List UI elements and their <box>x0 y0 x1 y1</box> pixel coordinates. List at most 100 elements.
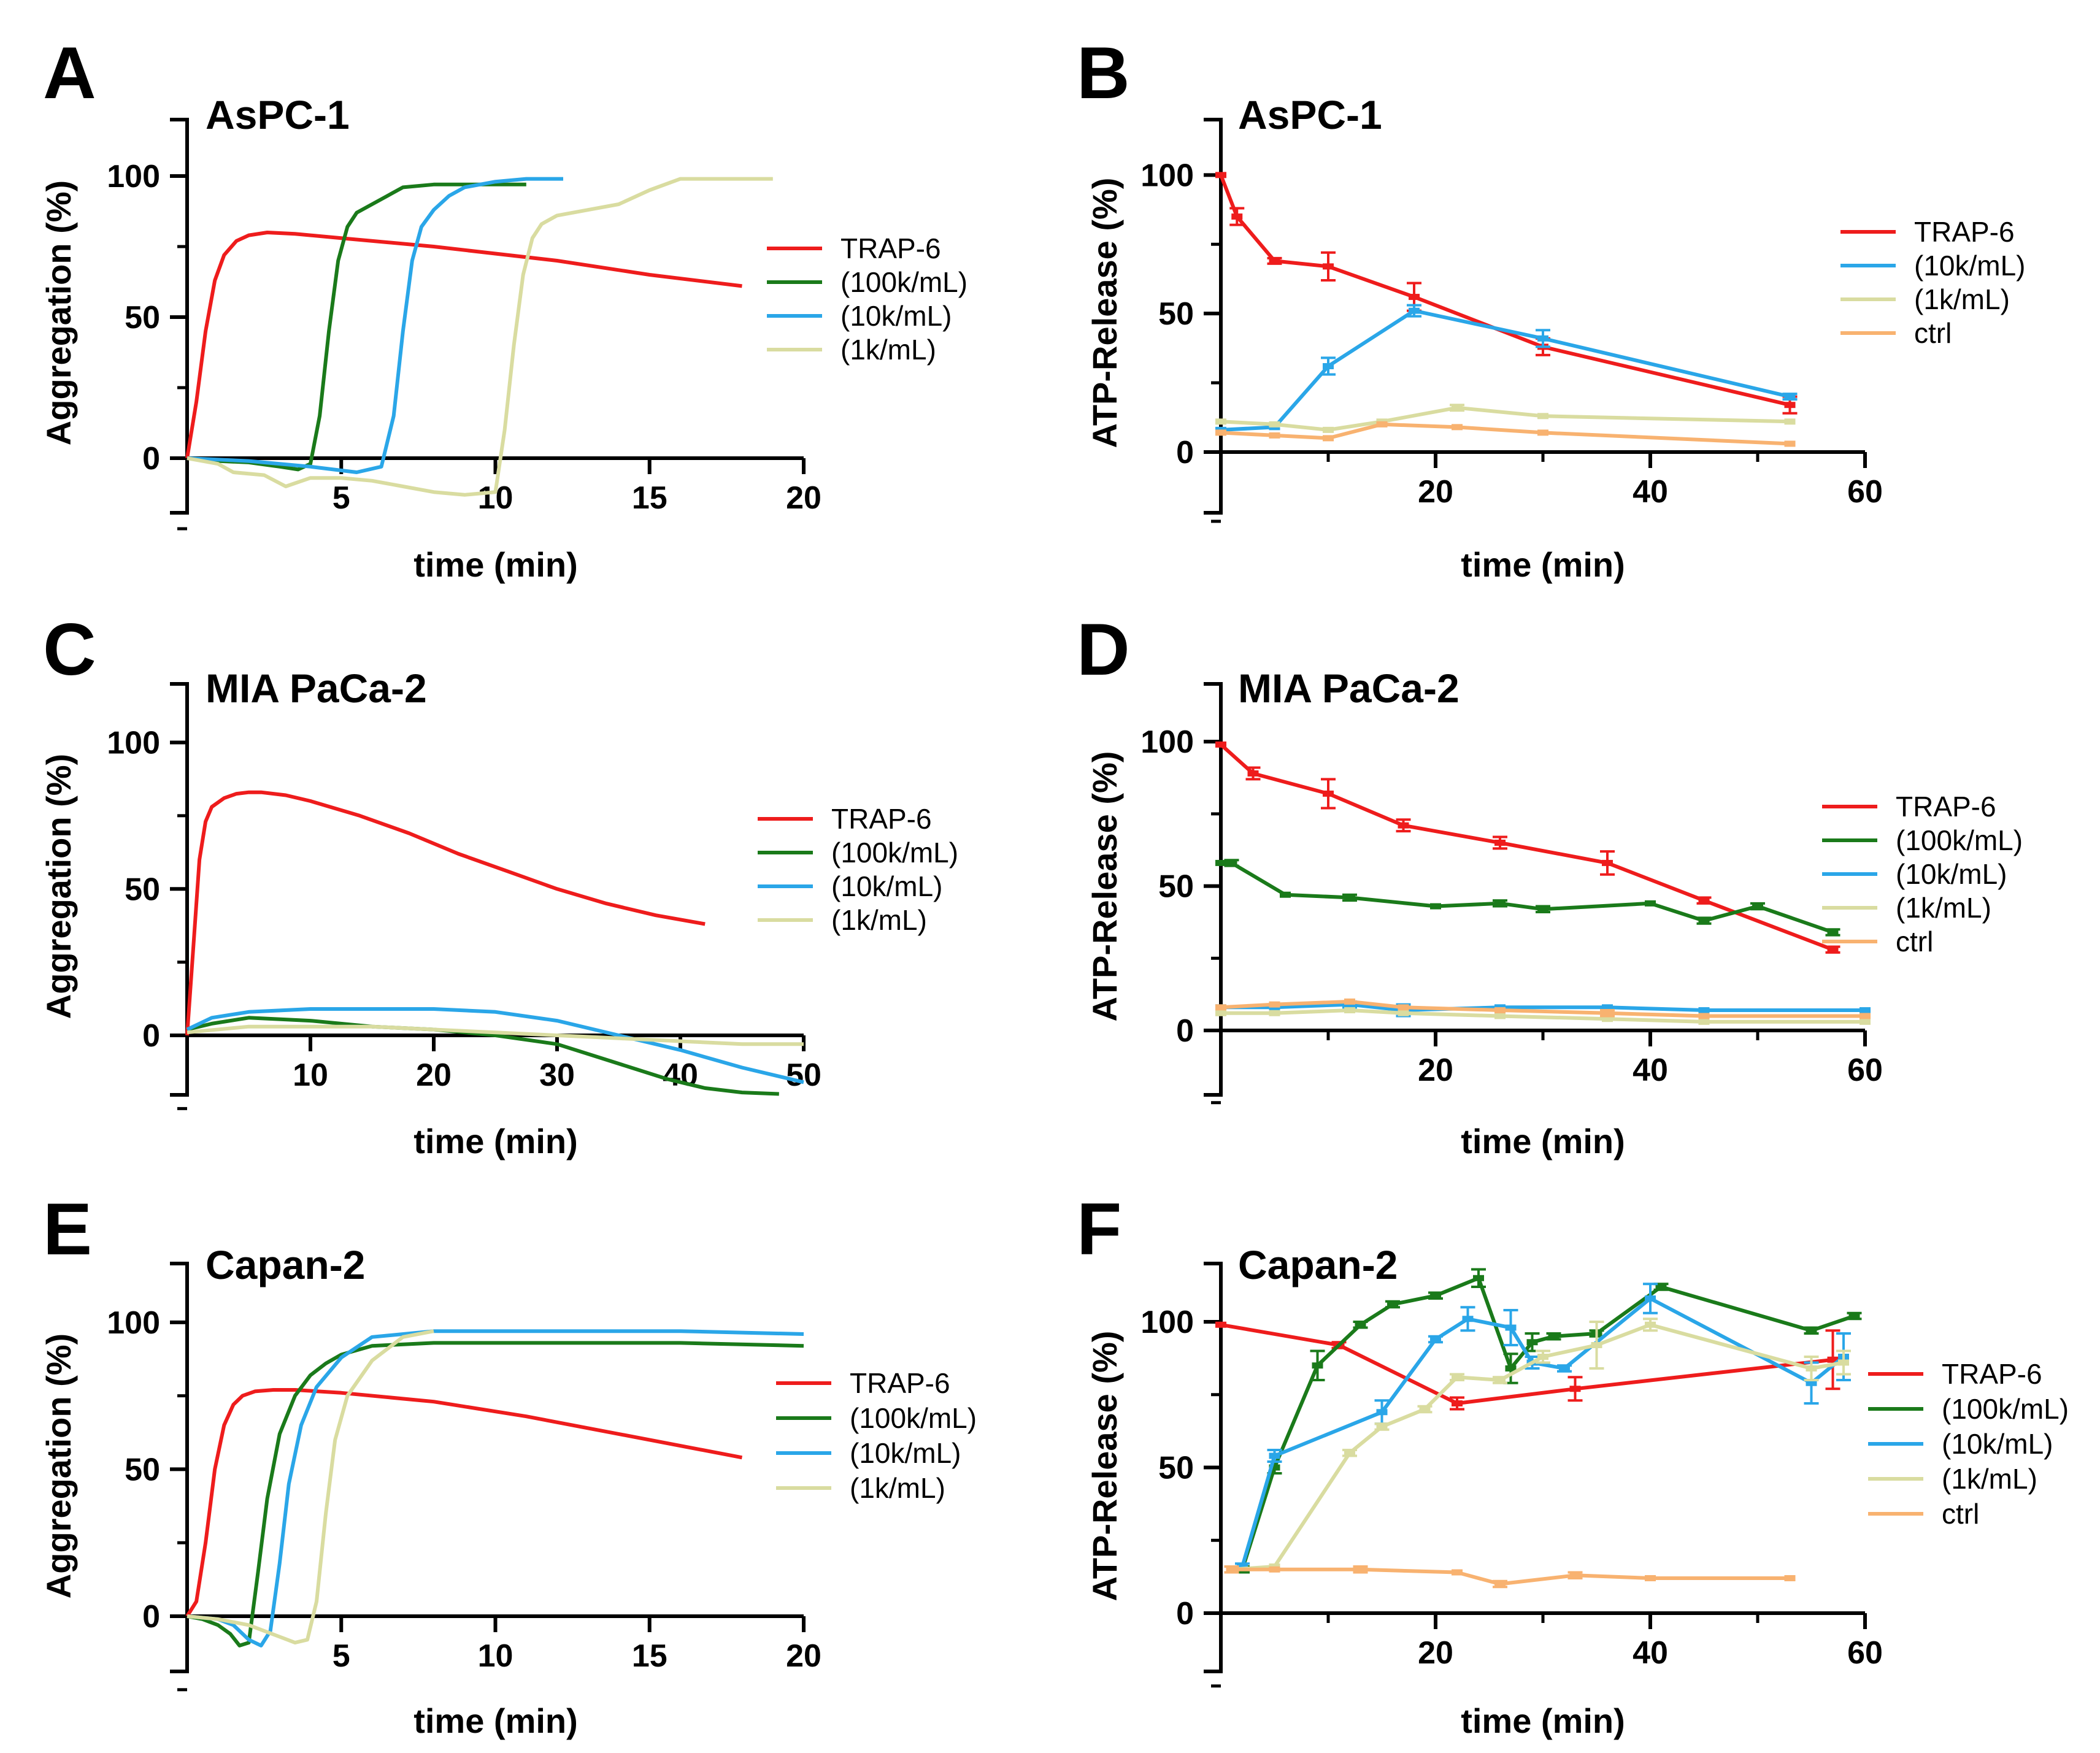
data-point <box>1452 424 1463 431</box>
data-point <box>1376 1409 1388 1416</box>
data-point <box>1430 903 1441 910</box>
data-point <box>1860 1007 1871 1014</box>
data-point <box>1848 1313 1860 1319</box>
data-point <box>1323 790 1334 797</box>
data-point <box>1355 1321 1366 1328</box>
data-point <box>1215 429 1226 436</box>
data-point <box>1569 1572 1581 1579</box>
legend-label-trap-6: TRAP-6 <box>840 232 941 264</box>
data-point <box>1784 440 1796 447</box>
data-point <box>1537 413 1548 420</box>
y-tick-label: 100 <box>1140 724 1194 760</box>
data-point <box>1312 1362 1323 1369</box>
data-point <box>1806 1365 1817 1371</box>
y-tick-label: 100 <box>1140 1305 1194 1340</box>
y-tick-label: 0 <box>142 441 160 477</box>
y-tick-label: 50 <box>125 872 160 907</box>
data-point <box>1537 335 1548 342</box>
y-tick-label: 100 <box>107 1305 160 1341</box>
data-point <box>1452 404 1463 411</box>
data-point <box>1505 1365 1517 1371</box>
series-line-100k-ml <box>1231 1276 1855 1571</box>
data-point <box>1806 1379 1817 1386</box>
data-point <box>1323 263 1334 270</box>
data-point <box>1784 418 1796 425</box>
data-point <box>1215 172 1226 178</box>
data-point <box>1344 894 1355 901</box>
data-point <box>1602 859 1613 866</box>
data-point <box>1473 1275 1484 1281</box>
series-line-trap-6 <box>185 790 706 1036</box>
data-point <box>1827 1356 1839 1363</box>
data-point <box>1698 918 1710 924</box>
legend-label-100k-ml: (100k/mL) <box>850 1402 977 1434</box>
x-axis-label: time (min) <box>1461 1122 1625 1160</box>
data-point <box>1387 1301 1398 1308</box>
data-point <box>1494 1013 1506 1019</box>
y-tick-label: 0 <box>142 1599 160 1635</box>
data-point <box>1398 1010 1409 1016</box>
series-line-ctrl <box>1220 999 1865 1018</box>
panel-title: Capan-2 <box>1238 1242 1398 1287</box>
panel-letter: E <box>43 1188 92 1270</box>
x-tick-label: 60 <box>1847 474 1883 510</box>
data-point <box>1452 1374 1463 1381</box>
legend-label-trap-6: TRAP-6 <box>850 1367 950 1399</box>
y-axis-label: Aggregation (%) <box>39 180 78 445</box>
y-tick-label: 0 <box>142 1018 160 1054</box>
x-axis-label: time (min) <box>413 545 578 584</box>
y-tick-label: 50 <box>1158 296 1194 332</box>
panel-title: AsPC-1 <box>206 92 350 137</box>
data-point <box>1226 1566 1237 1573</box>
panel-e: E Capan-2 0 50 100 5 10 15 20 Aggregation (%) time… <box>39 1188 977 1740</box>
data-point <box>1784 1575 1796 1581</box>
legend-label-1k-ml: (1k/mL) <box>1896 892 1991 924</box>
data-point <box>1215 418 1226 425</box>
y-tick-label: 100 <box>1140 158 1194 193</box>
data-point <box>1655 1284 1667 1290</box>
data-point <box>1215 1004 1226 1011</box>
data-point <box>1548 1333 1560 1340</box>
data-point <box>1526 1339 1538 1346</box>
legend-label-1k-ml: (1k/mL) <box>831 904 927 936</box>
x-tick-label: 10 <box>293 1057 328 1093</box>
data-point <box>1409 307 1420 314</box>
data-point <box>1494 1581 1506 1587</box>
panel-letter: D <box>1077 608 1130 691</box>
panel-title: Capan-2 <box>206 1242 365 1287</box>
legend-label-100k-ml: (100k/mL) <box>831 837 958 869</box>
data-point <box>1452 1569 1463 1576</box>
data-point <box>1537 906 1548 913</box>
legend-label-trap-6: TRAP-6 <box>1896 791 1996 823</box>
series-line-10k-ml <box>1220 309 1791 432</box>
data-point <box>1376 1424 1388 1430</box>
data-point <box>1698 897 1710 904</box>
data-point <box>1698 1013 1710 1019</box>
data-point <box>1344 1449 1355 1456</box>
series-line-10k-ml <box>1231 1297 1845 1571</box>
panel-letter: F <box>1077 1188 1121 1270</box>
y-axis-label: ATP-Release (%) <box>1085 751 1124 1022</box>
panel-title: MIA PaCa-2 <box>1238 666 1460 711</box>
panel-letter: A <box>43 32 96 114</box>
panel-letter: C <box>43 608 96 691</box>
y-tick-label: 100 <box>107 726 160 761</box>
legend-label-1k-ml: (1k/mL) <box>840 334 936 366</box>
x-tick-label: 5 <box>333 1638 350 1674</box>
legend-label-10k-ml: (10k/mL) <box>831 870 942 902</box>
data-point <box>1559 1365 1570 1371</box>
x-tick-label: 60 <box>1847 1053 1883 1088</box>
data-point <box>1231 213 1243 220</box>
data-point <box>1494 900 1506 907</box>
panel-c: C MIA PaCa-2 0 50 100 10 20 30 40 50 Aggregation (… <box>39 608 958 1160</box>
data-point <box>1602 1016 1613 1022</box>
data-point <box>1645 1295 1656 1302</box>
data-point <box>1430 1336 1441 1343</box>
y-tick-label: 50 <box>125 1452 160 1487</box>
data-point <box>1376 421 1388 428</box>
y-tick-label: 50 <box>125 300 160 336</box>
series-line-1k-ml <box>187 1024 804 1046</box>
legend-label-100k-ml: (100k/mL) <box>1942 1393 2069 1425</box>
legend-label-ctrl: ctrl <box>1896 926 1933 957</box>
